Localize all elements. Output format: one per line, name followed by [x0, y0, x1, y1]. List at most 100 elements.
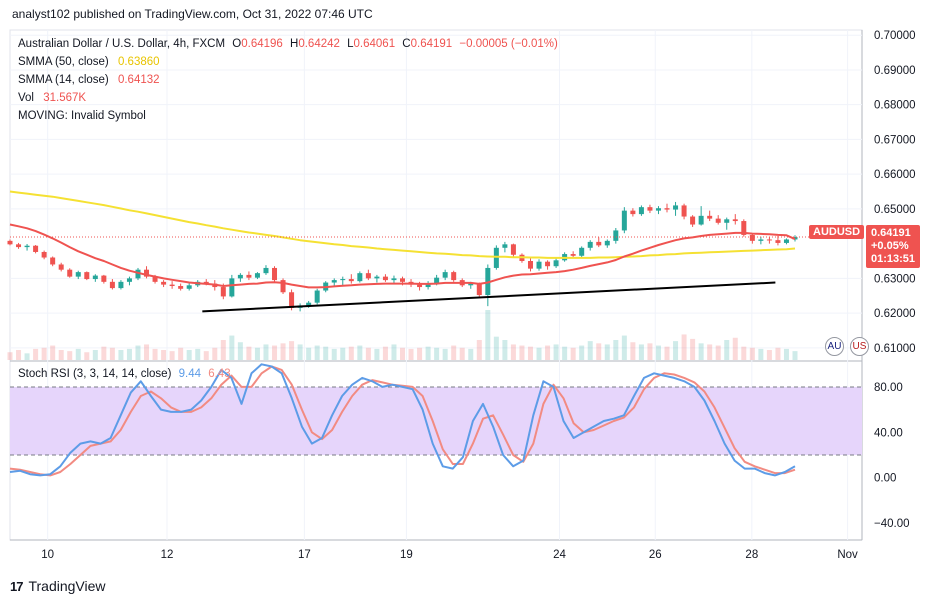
volume-bar [33, 348, 39, 360]
candle-body [749, 234, 755, 241]
usd-flag-icon[interactable]: US [850, 337, 869, 356]
support-trendline [202, 281, 776, 313]
stoch-d-value: 6.43 [208, 368, 231, 380]
volume-bar [741, 346, 747, 360]
stoch-tick-label: 80.00 [874, 382, 903, 394]
volume-bar [775, 347, 781, 360]
volume-bar [690, 338, 696, 360]
volume-bar [118, 350, 124, 360]
candle-body [570, 254, 576, 256]
volume-bar [126, 348, 132, 360]
smma50-row[interactable]: SMMA (50, close) 0.63860 [18, 53, 558, 71]
candle-body [502, 244, 508, 248]
volume-bar [382, 346, 388, 360]
volume-bar [758, 348, 764, 360]
candle-body [314, 290, 320, 303]
price-tag-change: +0.05% [871, 240, 909, 252]
volume-bar [16, 350, 22, 360]
volume-bar [451, 345, 457, 360]
volume-bar [297, 344, 303, 360]
volume-bar [579, 345, 585, 360]
volume-bar [331, 348, 337, 360]
volume-bar [323, 346, 329, 360]
aud-flag-icon[interactable]: AU [825, 337, 844, 356]
volume-bar [792, 351, 798, 360]
stoch-label: Stoch RSI (3, 3, 14, 14, close) [18, 368, 172, 380]
candle-body [348, 279, 354, 282]
volume-bar [562, 346, 568, 360]
candle-body [442, 272, 448, 278]
candle-body [382, 276, 388, 281]
volume-bar [545, 345, 551, 360]
smma14-row[interactable]: SMMA (14, close) 0.64132 [18, 71, 558, 89]
candles [7, 201, 798, 312]
volume-bar [263, 344, 269, 360]
candle-body [289, 292, 295, 308]
time-tick-label: 10 [41, 549, 54, 561]
stoch-band [10, 386, 862, 456]
stoch-legend[interactable]: Stoch RSI (3, 3, 14, 14, close) 9.44 6.4… [18, 368, 231, 380]
time-tick-label: 19 [400, 549, 413, 561]
volume-bar [58, 350, 64, 360]
low-label: L [347, 38, 354, 50]
volume-bar [254, 347, 260, 360]
candle-body [263, 267, 269, 274]
volume-bar [647, 343, 653, 360]
candle-body [126, 278, 132, 282]
volume-bar [161, 350, 167, 360]
volume-bar [596, 343, 602, 360]
volume-bar [698, 343, 704, 360]
volume-bar [84, 352, 90, 360]
candle-body [425, 283, 431, 288]
volume-bar [365, 347, 371, 360]
candle-body [254, 273, 260, 278]
volume-bar [519, 345, 525, 360]
close-label: C [402, 38, 411, 50]
candle-body [101, 275, 107, 282]
volume-bars [7, 310, 798, 360]
volume-bar [348, 346, 354, 360]
candle-body [152, 276, 158, 282]
candle-body [331, 280, 337, 283]
volume-bar [510, 344, 516, 360]
volume-bar [340, 347, 346, 360]
candle-body [340, 279, 346, 281]
candle-body [229, 278, 235, 297]
volume-bar [246, 346, 252, 360]
tradingview-footer[interactable]: 17 TradingView [10, 578, 106, 594]
volume-bar [638, 344, 644, 360]
candle-body [604, 240, 610, 246]
volume-row[interactable]: Vol 31.567K [18, 89, 558, 107]
moving-row[interactable]: MOVING: Invalid Symbol [18, 107, 558, 125]
candle-body [758, 239, 764, 241]
candle-body [280, 280, 286, 293]
stoch-band-fill [10, 386, 862, 455]
candle-body [374, 276, 380, 279]
volume-bar [715, 345, 721, 360]
tradingview-brand: TradingView [28, 578, 106, 594]
time-tick-label: 17 [298, 549, 311, 561]
candle-body [476, 283, 482, 296]
candle-body [698, 215, 704, 225]
symbol-row[interactable]: Australian Dollar / U.S. Dollar, 4h, FXC… [18, 35, 558, 53]
symbol-tag[interactable]: AUDUSD [809, 225, 865, 239]
stoch-tick-label: −40.00 [874, 518, 910, 530]
price-tick-label: 0.66000 [874, 169, 916, 181]
candle-body [553, 260, 559, 267]
publisher-line: analyst102 published on TradingView.com,… [12, 7, 373, 21]
candle-body [434, 277, 440, 284]
volume-bar [485, 310, 491, 360]
price-tick-label: 0.69000 [874, 65, 916, 77]
candle-body [638, 207, 644, 215]
indicator-lines [9, 190, 862, 477]
candle-body [681, 205, 687, 217]
volume-bar [613, 340, 619, 360]
volume-bar [178, 347, 184, 360]
stoch-tick-label: 0.00 [874, 473, 896, 485]
volume-bar [749, 347, 755, 360]
candle-body [783, 239, 789, 243]
candle-body [545, 261, 551, 267]
candle-body [766, 239, 772, 241]
candle-body [24, 245, 30, 248]
